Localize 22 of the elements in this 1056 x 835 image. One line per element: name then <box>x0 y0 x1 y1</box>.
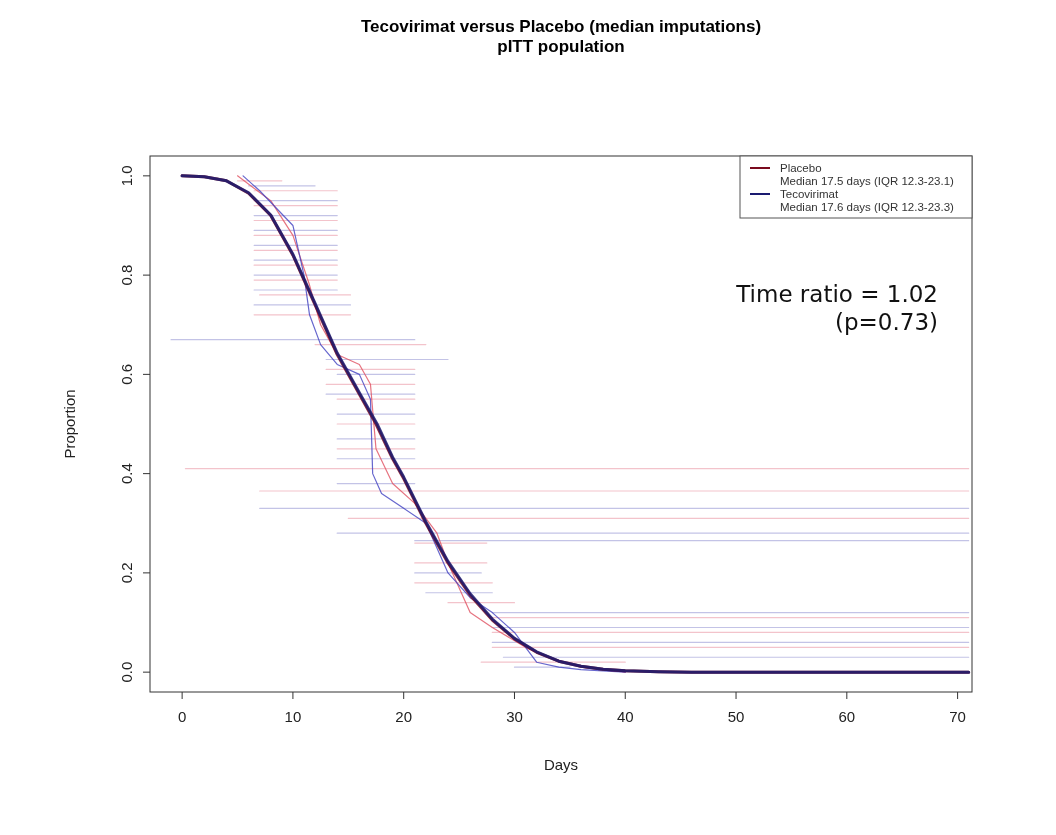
x-tick-label: 70 <box>949 708 966 725</box>
y-tick-label: 0.4 <box>118 463 135 485</box>
y-tick-label: 0.6 <box>118 363 135 385</box>
chart-subtitle: pITT population <box>497 37 625 56</box>
y-tick-label: 0.8 <box>118 264 135 286</box>
chart-title: Tecovirimat versus Placebo (median imputations) <box>360 17 762 36</box>
annotation: (p=0.73) <box>834 309 938 335</box>
x-tick-label: 40 <box>616 708 634 725</box>
y-tick-label: 1.0 <box>118 165 135 187</box>
y-tick-label: 0.2 <box>118 562 135 584</box>
x-tick-label: 50 <box>727 708 745 725</box>
y-tick-label: 0.0 <box>118 661 135 683</box>
x-tick-label: 0 <box>177 708 187 725</box>
x-tick-label: 10 <box>284 708 302 725</box>
legend-label: Placebo Median 17.5 days (IQR 12.3-23.1) <box>780 162 955 187</box>
x-tick-label: 60 <box>838 708 856 725</box>
annotation: Time ratio = 1.02 <box>735 281 938 307</box>
x-tick-label: 20 <box>395 708 413 725</box>
y-axis-title: Proportion <box>61 389 78 459</box>
legend-label: Tecovirimat Median 17.6 days (IQR 12.3-23.3) <box>780 188 955 213</box>
x-axis-title: Days <box>543 756 579 773</box>
x-tick-label: 30 <box>506 708 523 725</box>
